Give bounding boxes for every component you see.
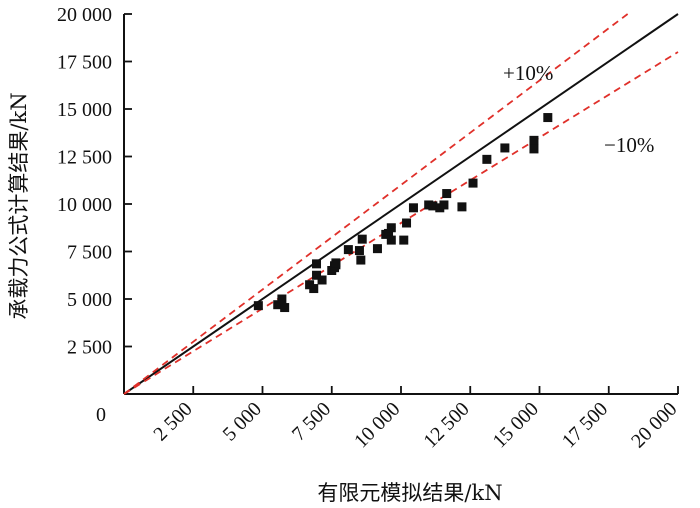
data-point: [386, 223, 396, 233]
data-point: [343, 245, 353, 255]
data-point: [457, 202, 467, 212]
y-tick-label: 5 000: [67, 289, 112, 311]
data-point: [500, 143, 510, 153]
x-tick-label: 2 500: [149, 398, 196, 445]
y-axis-ticks: 2 500 5 000 7 500 10 000 12 500 15 000 17 500 2…: [57, 4, 132, 359]
x-tick-label: 7 500: [288, 398, 335, 445]
data-point: [384, 228, 394, 238]
data-points: [253, 113, 553, 313]
data-point: [408, 203, 418, 213]
data-point: [442, 189, 452, 199]
y-tick-label: 7 500: [67, 242, 112, 264]
data-point: [312, 259, 322, 269]
x-tick-label: 17 500: [558, 398, 612, 452]
x-tick-label: 15 000: [489, 398, 543, 452]
data-point: [277, 294, 287, 304]
data-point: [372, 244, 382, 254]
y-tick-label: 20 000: [57, 4, 112, 26]
data-point: [309, 284, 319, 294]
data-point: [428, 201, 438, 211]
data-point: [356, 255, 366, 265]
reference-lines: [123, 13, 679, 395]
data-point: [529, 144, 539, 154]
origin-label: 0: [96, 404, 106, 426]
data-point: [399, 235, 409, 245]
data-point: [331, 258, 341, 268]
x-tick-label: 5 000: [219, 398, 266, 445]
y-axis-title: 承载力公式计算结果/kN: [7, 92, 31, 319]
y-tick-label: 10 000: [57, 194, 112, 216]
x-tick-label: 20 000: [627, 398, 681, 452]
data-point: [357, 234, 367, 244]
x-tick-label: 10 000: [350, 398, 404, 452]
y-tick-label: 15 000: [57, 99, 112, 121]
data-point: [402, 218, 412, 228]
minus-10-percent-label: −10%: [604, 133, 654, 157]
data-point: [439, 200, 449, 210]
y-tick-label: 12 500: [57, 147, 112, 169]
data-point: [529, 135, 539, 145]
reference-line-y-equals-x: [123, 13, 679, 395]
data-point: [312, 270, 322, 280]
data-point: [482, 154, 492, 164]
y-tick-label: 2 500: [67, 337, 112, 359]
data-point: [253, 301, 263, 311]
x-axis-title: 有限元模拟结果/kN: [317, 481, 502, 505]
reference-line-plus-10: [123, 13, 629, 395]
data-point: [468, 178, 478, 188]
plus-10-percent-label: +10%: [503, 61, 553, 85]
reference-line-minus-10: [123, 51, 679, 395]
data-point: [317, 275, 327, 285]
data-point: [273, 300, 283, 310]
x-axis-ticks: 2 500 5 000 7 500 10 000 12 500 15 000 17 500 2…: [149, 386, 682, 452]
x-tick-label: 12 500: [419, 398, 473, 452]
data-point: [543, 113, 553, 123]
data-point: [354, 246, 364, 256]
data-point: [280, 303, 290, 313]
data-point: [386, 235, 396, 245]
y-tick-label: 17 500: [57, 52, 112, 74]
